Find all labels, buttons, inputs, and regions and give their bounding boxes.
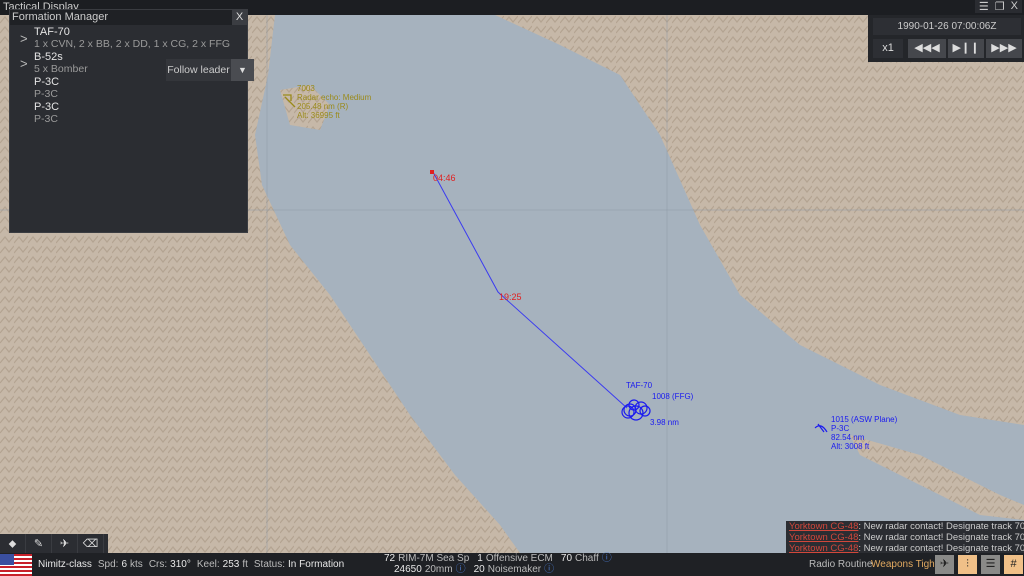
chevron-down-icon[interactable]: ▼ — [231, 59, 254, 81]
grid-icon[interactable]: # — [1004, 555, 1023, 574]
title-bar: Tactical Display ☰ ❐ X — [0, 0, 1024, 15]
p3c-label[interactable]: 1015 (ASW Plane) P-3C 82.54 nm Alt: 3008… — [831, 415, 898, 451]
pencil-tool-icon[interactable]: ✎ — [26, 534, 52, 554]
contact-7003-label[interactable]: 7003 Radar echo: Medium 205.48 nm (R) Al… — [297, 84, 372, 120]
formation-item[interactable]: P-3C P-3C — [34, 101, 60, 125]
speed-value: 6 — [121, 559, 128, 570]
info-icon[interactable]: ⓘ — [455, 564, 466, 575]
formation-manager-panel: Formation Manager X > TAF-70 1 x CVN, 2 x B… — [9, 9, 254, 233]
unit-link[interactable]: Yorktown CG-48 — [789, 521, 859, 532]
p3c-aircraft-icon — [814, 423, 828, 433]
unit-link[interactable]: Yorktown CG-48 — [789, 543, 859, 554]
info-icon[interactable]: ⓘ — [601, 553, 612, 564]
waypoint-label: 19:25 — [499, 292, 522, 302]
log-entry: Yorktown CG-48: New radar contact! Desig… — [789, 521, 1024, 532]
info-icon[interactable]: ⓘ — [544, 564, 555, 575]
waypoint-label: 04:46 — [433, 173, 456, 183]
document-icon[interactable]: ☰ — [981, 555, 1000, 574]
us-flag-icon — [0, 554, 32, 576]
eraser-tool-icon[interactable]: ⌫ — [78, 534, 104, 554]
weapon-item: 1 Offensive ECM — [477, 553, 553, 564]
formation-icon[interactable]: ⫶ — [958, 555, 977, 574]
island — [280, 85, 330, 130]
chevron-right-icon[interactable]: > — [20, 56, 28, 71]
radio-status[interactable]: Radio Routine — [809, 559, 873, 570]
waypoint-marker — [430, 170, 434, 174]
message-log: Yorktown CG-48: New radar contact! Desig… — [786, 521, 1024, 554]
unit-status-bar: Nimitz-class Spd: 6 kts Crs: 310° Keel: 253 f… — [0, 553, 1024, 576]
land-east — [495, 15, 1024, 425]
status-value: In Formation — [288, 559, 345, 570]
formation-item[interactable]: P-3C P-3C — [34, 76, 60, 100]
weapon-item: 70 Chaff ⓘ — [560, 553, 612, 564]
aircraft-tool-icon[interactable]: ✈ — [52, 534, 78, 554]
fast-forward-button[interactable]: ▶▶▶ — [986, 39, 1022, 58]
contact-7003-icon — [283, 94, 296, 108]
aircraft-icon[interactable]: ✈ — [935, 555, 954, 574]
restore-icon[interactable]: ❐ — [994, 1, 1005, 13]
weapon-item: 72 RIM-7M Sea Sp — [384, 553, 470, 564]
unit-info: Nimitz-class Spd: 6 kts Crs: 310° Keel: 253 f… — [38, 559, 345, 570]
range-label: 3.98 nm — [650, 418, 679, 427]
formation-item[interactable]: > TAF-70 1 x CVN, 2 x BB, 2 x DD, 1 x CG, … — [20, 26, 231, 50]
unit-link[interactable]: Yorktown CG-48 — [789, 532, 859, 543]
land-southeast — [850, 435, 1024, 520]
formation-item[interactable]: > B-52s 5 x Bomber — [20, 51, 88, 75]
route-line — [432, 171, 628, 409]
course-value: 310° — [170, 559, 191, 570]
marker-tool-icon[interactable]: ⬥ — [0, 534, 26, 554]
weapon-item: 20 Noisemaker ⓘ — [473, 564, 555, 575]
follow-mode-select[interactable]: Follow leader — [166, 59, 231, 81]
log-entry: Yorktown CG-48: New radar contact! Desig… — [789, 532, 1024, 543]
play-pause-button[interactable]: ▶❙❙ — [948, 39, 984, 58]
weapon-name: Noisemaker — [487, 564, 542, 575]
time-compression[interactable]: x1 — [873, 39, 903, 58]
close-icon[interactable]: X — [1010, 0, 1018, 12]
map-tools: ⬥ ✎ ✈ ⌫ — [0, 534, 108, 554]
unit-label[interactable]: 1008 (FFG) — [652, 392, 694, 401]
weapon-name: 20mm — [424, 564, 453, 575]
keel-value: 253 — [222, 559, 240, 570]
panel-title: Formation Manager — [12, 11, 108, 23]
weapon-name: Chaff — [575, 553, 599, 564]
close-panel-button[interactable]: X — [232, 10, 247, 25]
taf-70-label[interactable]: TAF-70 — [626, 381, 653, 390]
weapon-item: 24650 20mm ⓘ — [394, 564, 466, 575]
time-control-panel: 1990-01-26 07:00:06Z x1 ◀◀◀ ▶❙❙ ▶▶▶ — [868, 15, 1024, 62]
weapons-list: 72 RIM-7M Sea Sp 1 Offensive ECM 70 Chaff ⓘ … — [384, 553, 612, 575]
log-entry: Yorktown CG-48: New radar contact! Desig… — [789, 543, 1024, 554]
menu-icon[interactable]: ☰ — [978, 1, 989, 13]
weapon-name: Offensive ECM — [485, 553, 553, 564]
weapon-name: RIM-7M Sea Sp — [398, 553, 470, 564]
weapons-state[interactable]: Weapons Tight — [871, 559, 938, 570]
unit-class: Nimitz-class — [38, 559, 92, 570]
rewind-button[interactable]: ◀◀◀ — [908, 39, 946, 58]
chevron-right-icon[interactable]: > — [20, 31, 28, 46]
taf-70-unit-cluster — [621, 399, 651, 421]
clock-time: 1990-01-26 07:00:06Z — [873, 18, 1021, 35]
